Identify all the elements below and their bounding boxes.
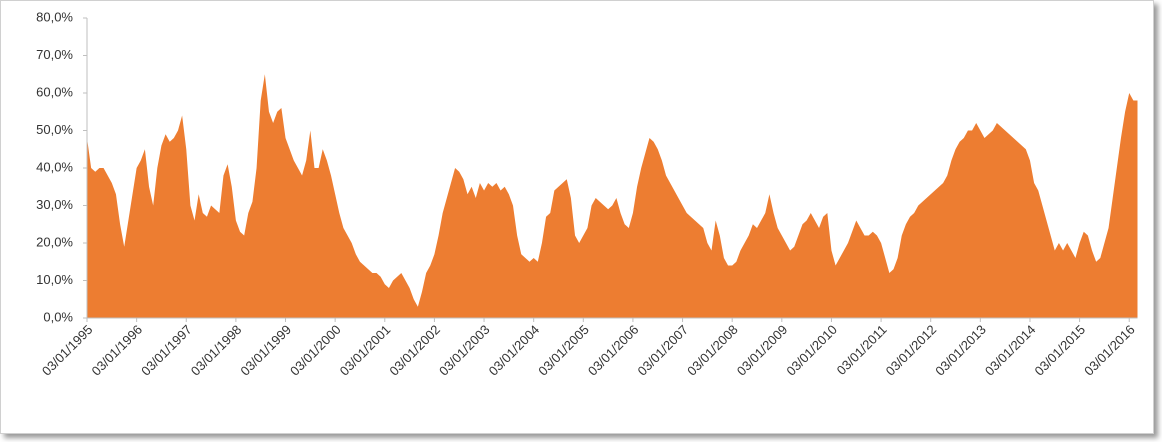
- y-tick-label: 60,0%: [36, 84, 73, 99]
- x-tick-label: 03/01/2009: [734, 322, 791, 379]
- y-tick-label: 10,0%: [36, 272, 73, 287]
- y-tick-label: 70,0%: [36, 47, 73, 62]
- y-tick-label: 80,0%: [36, 9, 73, 24]
- y-tick-label: 40,0%: [36, 159, 73, 174]
- y-tick-label: 0,0%: [43, 309, 73, 324]
- x-tick-label: 03/01/2007: [634, 322, 691, 379]
- x-tick-label: 03/01/1998: [188, 322, 245, 379]
- x-tick-label: 03/01/2016: [1081, 322, 1138, 379]
- x-tick-label: 03/01/2002: [386, 322, 443, 379]
- x-tick-label: 03/01/2013: [932, 322, 989, 379]
- x-tick-label: 03/01/2005: [535, 322, 592, 379]
- x-tick-label: 03/01/1996: [89, 322, 146, 379]
- x-tick-label: 03/01/2004: [486, 322, 543, 379]
- x-tick-label: 03/01/2010: [783, 322, 840, 379]
- x-tick-label: 03/01/2012: [883, 322, 940, 379]
- x-tick-label: 03/01/2006: [585, 322, 642, 379]
- x-tick-label: 03/01/2008: [684, 322, 741, 379]
- y-tick-label: 50,0%: [36, 122, 73, 137]
- x-tick-label: 03/01/2000: [287, 322, 344, 379]
- y-tick-label: 30,0%: [36, 197, 73, 212]
- x-tick-label: 03/01/2014: [982, 322, 1039, 379]
- x-tick-label: 03/01/2003: [436, 322, 493, 379]
- x-tick-label: 03/01/1995: [39, 322, 96, 379]
- chart-frame: 0,0% 10,0% 20,0% 30,0% 40,0% 50,0% 60,0% 70,0% 8…: [0, 0, 1154, 434]
- area: [87, 74, 1138, 318]
- x-tick-label: 03/01/1997: [138, 322, 195, 379]
- y-tick-label: 20,0%: [36, 234, 73, 249]
- x-tick-label: 03/01/2011: [834, 322, 890, 378]
- x-tick-label: 03/01/2015: [1032, 322, 1089, 379]
- x-tick-label: 03/01/2001: [337, 322, 394, 379]
- chart: 0,0% 10,0% 20,0% 30,0% 40,0% 50,0% 60,0% 70,0% 8…: [36, 9, 1138, 379]
- x-tick-label: 03/01/1999: [237, 322, 294, 379]
